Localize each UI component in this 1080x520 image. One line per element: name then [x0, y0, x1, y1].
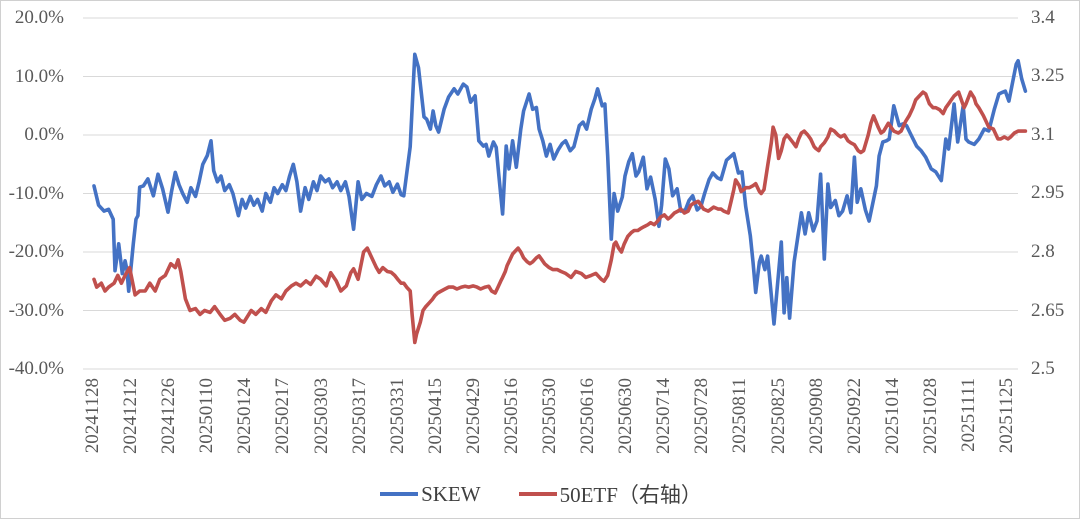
x-axis-tick-label: 20250825: [768, 378, 789, 454]
left-axis-tick-label: 20.0%: [14, 7, 64, 28]
right-axis-tick-label: 2.65: [1031, 300, 1065, 321]
right-axis-tick-label: 3.4: [1031, 7, 1055, 28]
x-axis-tick-label: 20250124: [234, 378, 255, 454]
x-axis-tick-label: 20250331: [387, 378, 408, 454]
right-axis-tick-label: 2.95: [1031, 182, 1065, 203]
x-axis-tick-label: 20241128: [82, 378, 103, 454]
etf-line-swatch: [518, 492, 557, 496]
x-axis-tick-label: 20250908: [806, 378, 827, 454]
x-axis-tick-label: 20250714: [653, 378, 674, 454]
x-axis-tick-label: 20251028: [920, 378, 941, 454]
legend-label-50etf: 50ETF（右轴）: [559, 483, 702, 507]
legend-item-skew: SKEW: [380, 482, 481, 507]
x-axis-tick-label: 20250922: [844, 378, 865, 454]
x-axis-tick-label: 20250303: [311, 378, 332, 454]
right-axis-tick-label: 2.8: [1031, 241, 1055, 262]
legend-item-50etf: 50ETF（右轴）: [518, 479, 702, 509]
legend-label-skew: SKEW: [421, 481, 481, 506]
x-axis-tick-label: 20250516: [501, 378, 522, 454]
x-axis-tick-label: 20241226: [158, 378, 179, 454]
x-axis-tick-label: 20250630: [615, 378, 636, 454]
left-axis-tick-label: -20.0%: [8, 241, 64, 262]
left-axis-tick-label: -40.0%: [8, 358, 64, 379]
x-axis-tick-label: 20250429: [463, 378, 484, 454]
left-axis-tick-label: -30.0%: [8, 300, 64, 321]
skew-line-swatch: [380, 492, 419, 496]
x-axis-tick-label: 20250811: [729, 378, 750, 454]
right-axis-tick-label: 3.1: [1031, 124, 1055, 145]
left-axis-tick-label: 0.0%: [24, 124, 64, 145]
x-axis-tick-label: 20250415: [425, 378, 446, 454]
x-axis-tick-label: 20251125: [996, 378, 1017, 454]
x-axis-tick-label: 20250217: [272, 378, 293, 454]
series-line-skew: [92, 52, 1028, 326]
x-axis-tick-label: 20241212: [120, 378, 141, 454]
series-line-50etf: [92, 90, 1028, 345]
x-axis-tick-label: 20250317: [349, 378, 370, 454]
x-axis-tick-label: 20250616: [577, 378, 598, 454]
x-axis-tick-label: 20250110: [196, 378, 217, 454]
left-axis-tick-label: 10.0%: [14, 66, 64, 87]
x-axis-tick-label: 20250728: [691, 378, 712, 454]
x-axis-tick-label: 20251111: [958, 378, 979, 452]
legend: SKEW 50ETF（右轴）: [1, 478, 1080, 510]
x-axis-tick-label: 20250530: [539, 378, 560, 454]
right-axis-tick-label: 3.25: [1031, 65, 1065, 86]
x-axis-tick-label: 20251014: [882, 378, 903, 454]
left-axis-tick-label: -10.0%: [8, 183, 64, 204]
right-axis-tick-label: 2.5: [1031, 358, 1055, 379]
